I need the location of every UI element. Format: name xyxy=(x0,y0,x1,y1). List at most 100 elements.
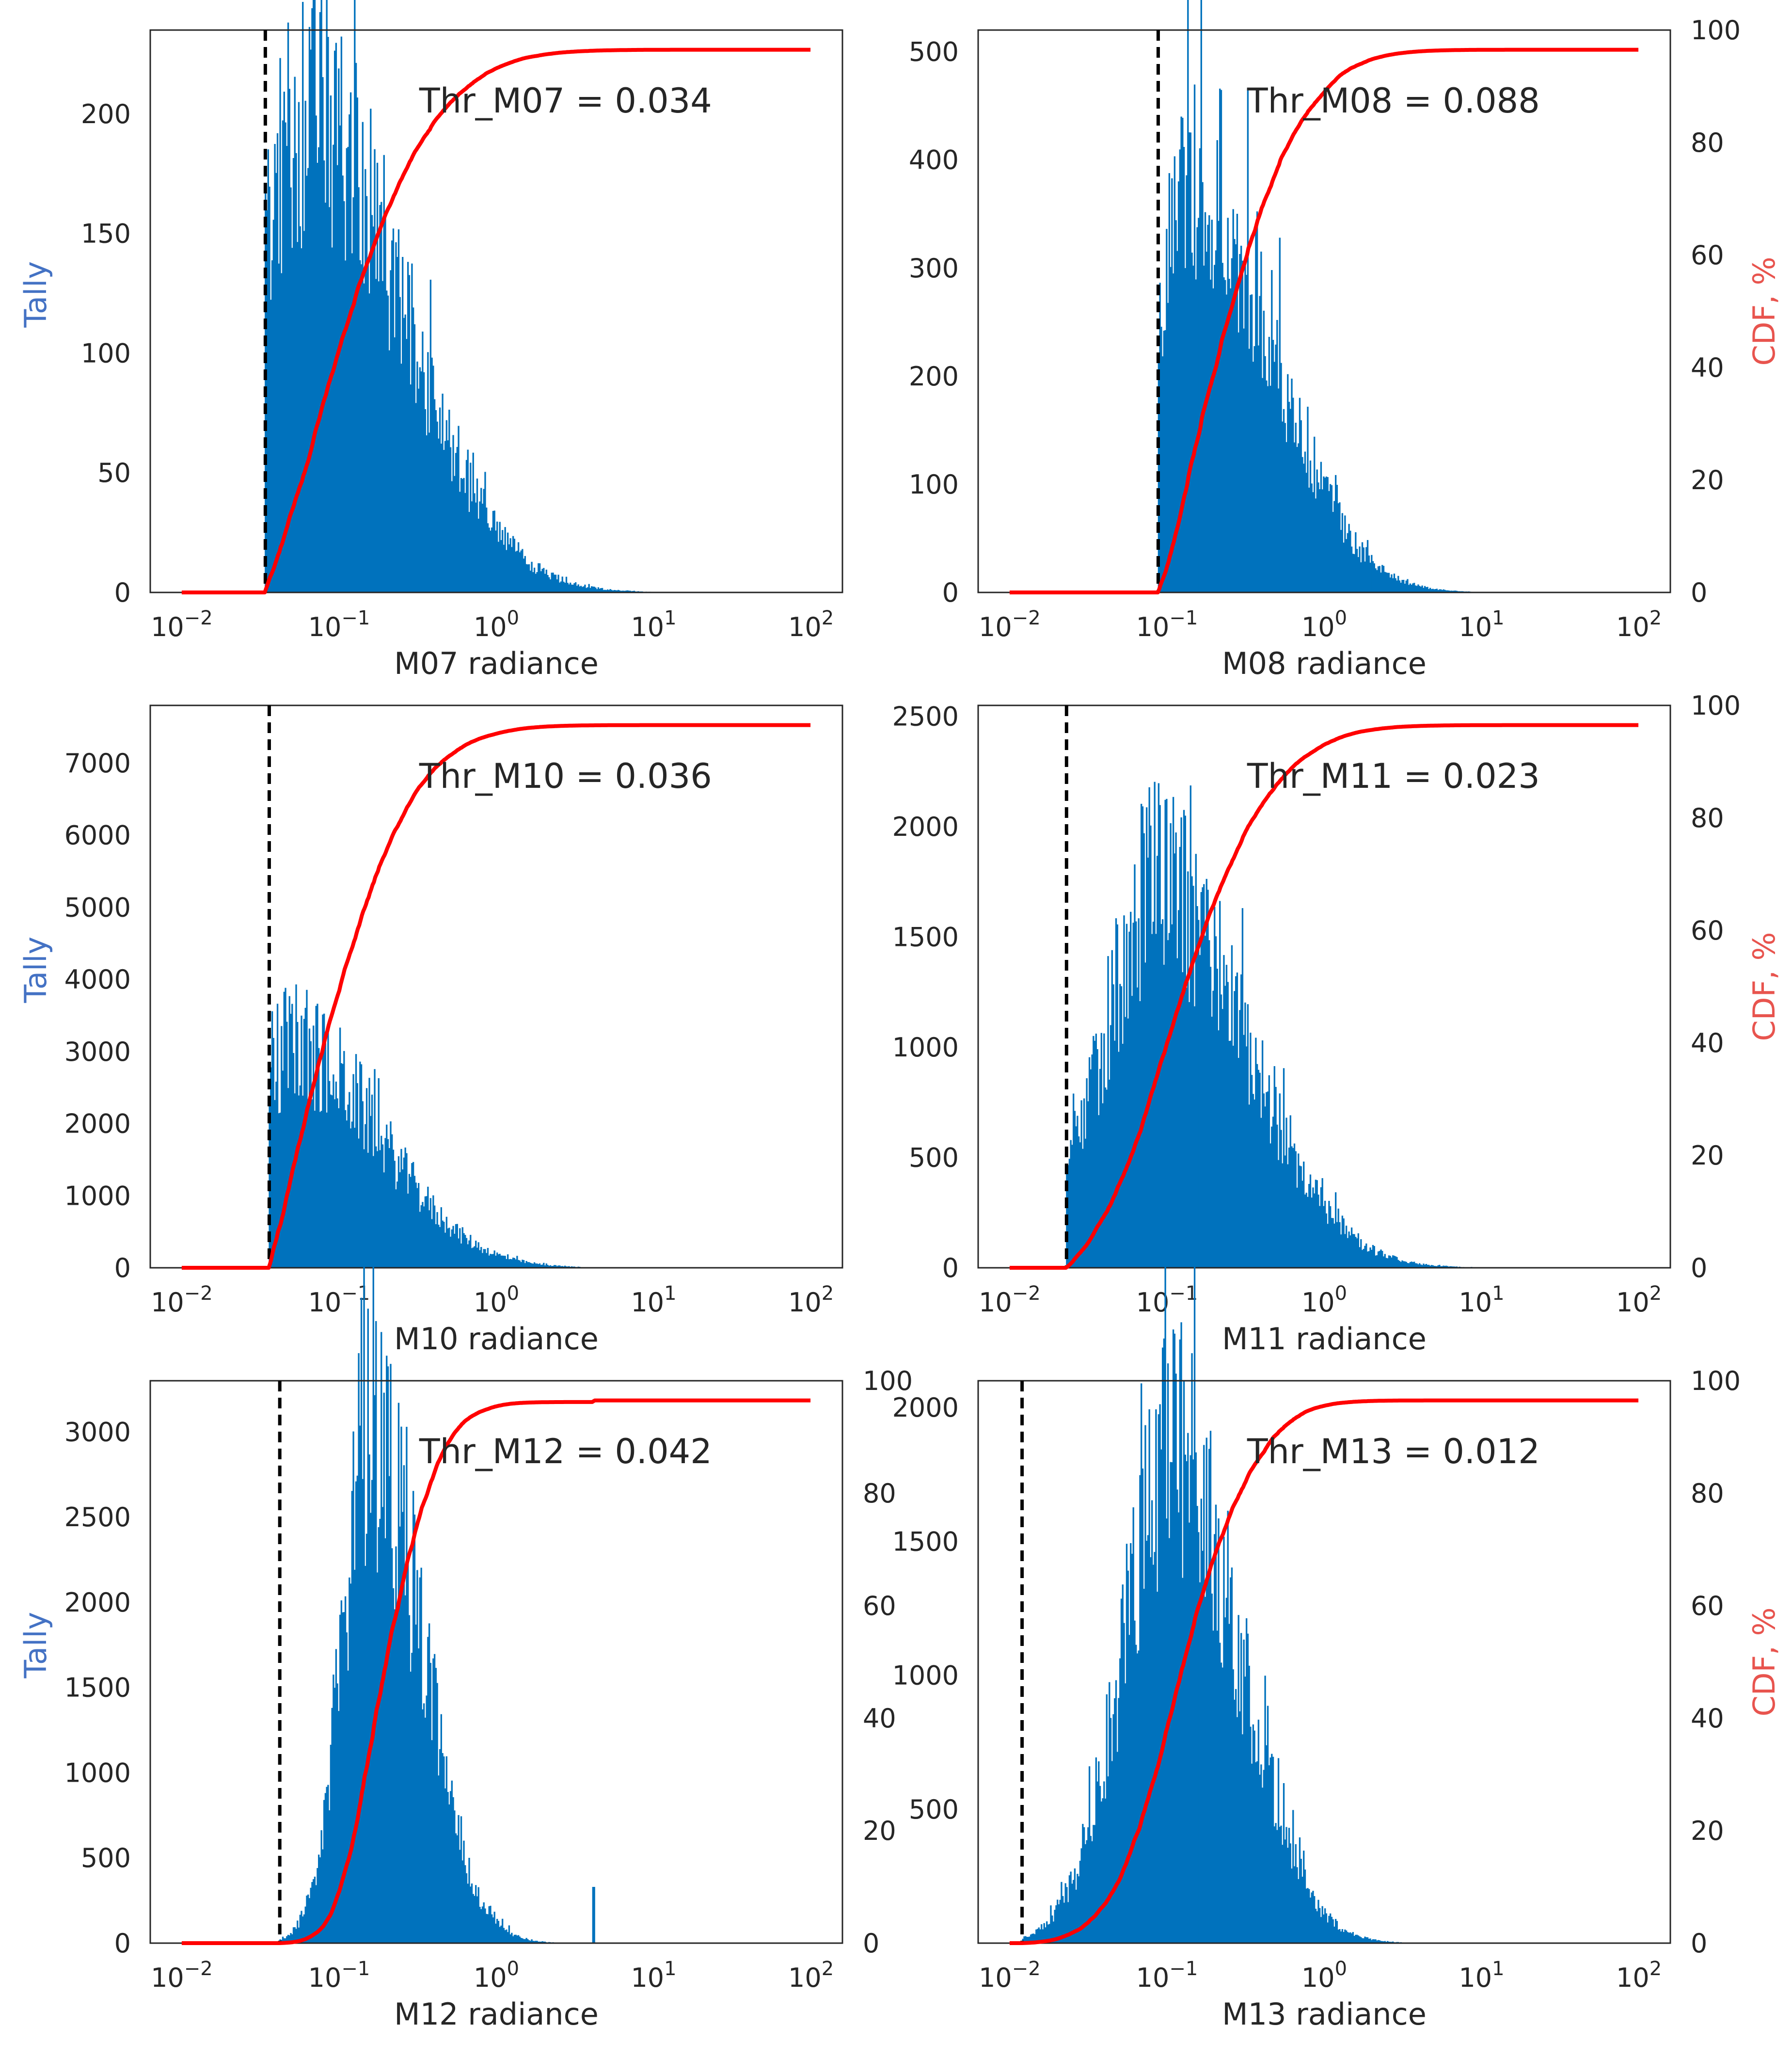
y-tick-label: 1000 xyxy=(892,1660,959,1691)
histogram-bar xyxy=(1385,1258,1387,1268)
histogram-bar xyxy=(1159,805,1161,1268)
histogram-bar xyxy=(1328,1200,1330,1268)
threshold-annotation: Thr_M10 = 0.036 xyxy=(419,756,712,796)
histogram-bar xyxy=(1094,1825,1096,1943)
histogram-bar xyxy=(1436,1266,1438,1268)
histogram-bar xyxy=(1414,1263,1417,1268)
histogram-bar xyxy=(1214,1534,1216,1943)
histogram-bar xyxy=(488,1255,490,1268)
x-tick-label: 101 xyxy=(631,607,676,642)
histogram-bar xyxy=(568,1266,570,1268)
histogram-bar xyxy=(346,148,348,592)
histogram-bar xyxy=(1344,1929,1346,1943)
histogram-bar xyxy=(1175,1373,1177,1943)
histogram-bar xyxy=(416,1188,418,1268)
histogram-bar xyxy=(576,586,578,592)
histogram-bar xyxy=(455,453,457,592)
histogram-bar xyxy=(1325,1213,1328,1268)
histogram-bar xyxy=(1329,484,1332,592)
histogram-bar xyxy=(322,1014,324,1268)
histogram-bar xyxy=(456,1224,458,1268)
histogram-bar xyxy=(464,493,466,592)
histogram-bar xyxy=(1163,331,1165,592)
histogram-bar xyxy=(1230,288,1232,592)
histogram-bar xyxy=(504,1256,506,1268)
histogram-bar xyxy=(1357,1935,1359,1943)
histogram-bar xyxy=(458,1815,460,1943)
histogram-bar xyxy=(1277,1160,1280,1268)
histogram-bar xyxy=(1398,1261,1401,1268)
histogram-bar xyxy=(1397,575,1399,592)
histogram-bar xyxy=(463,1233,465,1268)
histogram-bar xyxy=(444,1788,446,1943)
y-tick-label: 2000 xyxy=(892,1392,959,1423)
histogram-bars xyxy=(279,1167,595,1943)
histogram-bar xyxy=(523,1260,525,1268)
histogram-bar xyxy=(481,1253,484,1268)
histogram-bar xyxy=(304,1007,306,1268)
histogram-bar xyxy=(370,1513,372,1943)
histogram-bar xyxy=(413,1176,416,1268)
histogram-bar xyxy=(1416,1263,1418,1268)
histogram-bar xyxy=(1231,258,1233,592)
histogram-bar xyxy=(533,1262,536,1268)
y-tick-label: 150 xyxy=(81,219,131,249)
histogram-bar xyxy=(1191,876,1193,1268)
y2-tick-label: 80 xyxy=(1691,128,1724,158)
histogram-bar xyxy=(454,1233,456,1268)
histogram-bar xyxy=(1269,1757,1271,1943)
histogram-bar xyxy=(1255,229,1257,592)
histogram-bar xyxy=(1127,1570,1129,1943)
histogram-bar xyxy=(394,1609,396,1943)
histogram-bar xyxy=(1241,1734,1244,1943)
histogram-bar xyxy=(1324,478,1326,592)
histogram-bar xyxy=(1177,181,1180,592)
histogram-bar xyxy=(1364,561,1366,592)
histogram-bar xyxy=(575,582,577,592)
histogram-bar xyxy=(1345,539,1348,592)
histogram-bar xyxy=(343,201,345,593)
histogram-bar xyxy=(306,176,308,593)
histogram-bar xyxy=(1298,1879,1300,1943)
histogram-bar xyxy=(483,489,485,592)
histogram-bar xyxy=(411,1163,413,1268)
histogram-bar xyxy=(1279,1093,1281,1268)
histogram-bar xyxy=(448,1804,450,1943)
histogram-bar xyxy=(351,253,353,592)
histogram-bar xyxy=(1348,1231,1350,1268)
histogram-bar xyxy=(1184,268,1186,592)
histogram-bar xyxy=(291,248,293,592)
histogram-bar xyxy=(1086,1840,1088,1943)
histogram-bar xyxy=(556,579,558,592)
histogram-bar xyxy=(1227,1511,1229,1943)
histogram-bar xyxy=(1253,1099,1255,1268)
histogram-bar xyxy=(1184,1454,1186,1943)
histogram-bar xyxy=(1234,991,1236,1268)
histogram-bar xyxy=(1118,1698,1120,1943)
histogram-bar xyxy=(1304,1869,1306,1943)
histogram-bar xyxy=(1279,238,1281,592)
histogram-bar xyxy=(1436,589,1438,592)
histogram-bar xyxy=(1112,984,1114,1268)
histogram-bar xyxy=(1114,1698,1116,1943)
x-axis-label: M10 radiance xyxy=(394,1321,599,1357)
histogram-bar xyxy=(1446,590,1448,592)
histogram-bar xyxy=(381,1135,382,1268)
histogram-bar xyxy=(484,472,486,592)
histogram-bar xyxy=(1369,562,1371,592)
histogram-bar xyxy=(495,1923,497,1943)
histogram-bar xyxy=(1352,554,1354,592)
histogram-bar xyxy=(624,591,626,592)
histogram-bar xyxy=(330,1744,332,1943)
histogram-bar xyxy=(1301,457,1303,592)
histogram-bar xyxy=(1077,1873,1078,1943)
histogram-bar xyxy=(1102,1103,1104,1268)
histogram-bar xyxy=(599,589,601,592)
histogram-bar xyxy=(1257,345,1260,592)
histogram-bar xyxy=(605,590,607,592)
histogram-bar xyxy=(1082,1149,1084,1268)
histogram-bar xyxy=(1291,1146,1293,1268)
plot-frame xyxy=(977,704,1671,1269)
y-tick-label: 0 xyxy=(942,1253,959,1283)
histogram-bar xyxy=(447,1228,449,1268)
